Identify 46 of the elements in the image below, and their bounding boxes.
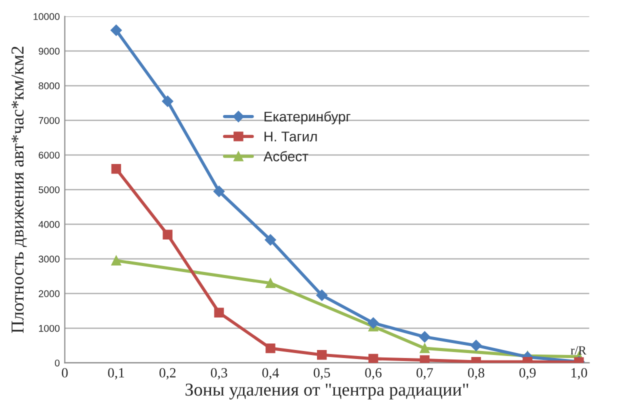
point: [316, 290, 328, 301]
point: [162, 96, 174, 107]
legend-label: Н. Тагил: [264, 132, 317, 142]
point: [162, 230, 172, 240]
x-tick-label: 0,3: [210, 368, 228, 380]
x-tick-label: 0,2: [159, 368, 176, 380]
y-tick-label: 0: [54, 360, 60, 366]
point: [266, 343, 276, 354]
x-tick-label: 0,4: [262, 368, 279, 380]
point: [317, 350, 327, 360]
point: [214, 308, 224, 318]
point: [110, 24, 122, 36]
y-tick-label: 3000: [38, 256, 60, 263]
y-tick-label: 4000: [38, 221, 60, 228]
point: [420, 355, 430, 363]
y-tick-label: 10000: [34, 13, 60, 20]
y-tick-label: 1000: [39, 324, 60, 332]
point: [266, 278, 276, 288]
point: [213, 186, 225, 197]
x-tick-label: 0,8: [468, 368, 484, 380]
y-tick-label: 5000: [38, 186, 60, 194]
y-tick-label: 2000: [38, 290, 60, 298]
y-tick-label: 9000: [38, 48, 60, 55]
x-axis-title: Зоны удаления от "центра радиации": [186, 384, 468, 400]
y-tick-label: 6000: [38, 152, 60, 159]
point: [419, 331, 430, 342]
x-tick-label: 1,0: [571, 368, 588, 380]
x-tick-label: 0,5: [314, 368, 330, 380]
legend-label: Асбест: [263, 151, 308, 162]
x-tick-label: 0: [62, 368, 68, 378]
x-tick-label: 0,6: [365, 368, 382, 380]
point: [111, 164, 122, 174]
point: [368, 317, 379, 329]
annotation: r/R: [570, 346, 586, 355]
x-tick-label: 0,9: [519, 368, 536, 380]
y-axis-title: Плотность движения авт*час*км/км2: [12, 46, 27, 334]
x-tick-label: 0,7: [416, 368, 433, 380]
point: [264, 234, 276, 246]
x-tick-label: 0,1: [108, 368, 124, 380]
y-tick-label: 8000: [38, 82, 60, 90]
legend-label: Екатеринбург: [264, 111, 350, 124]
y-tick-label: 7000: [38, 117, 60, 124]
point: [470, 340, 482, 352]
point: [420, 343, 430, 354]
point: [368, 354, 378, 363]
point: [111, 256, 122, 266]
